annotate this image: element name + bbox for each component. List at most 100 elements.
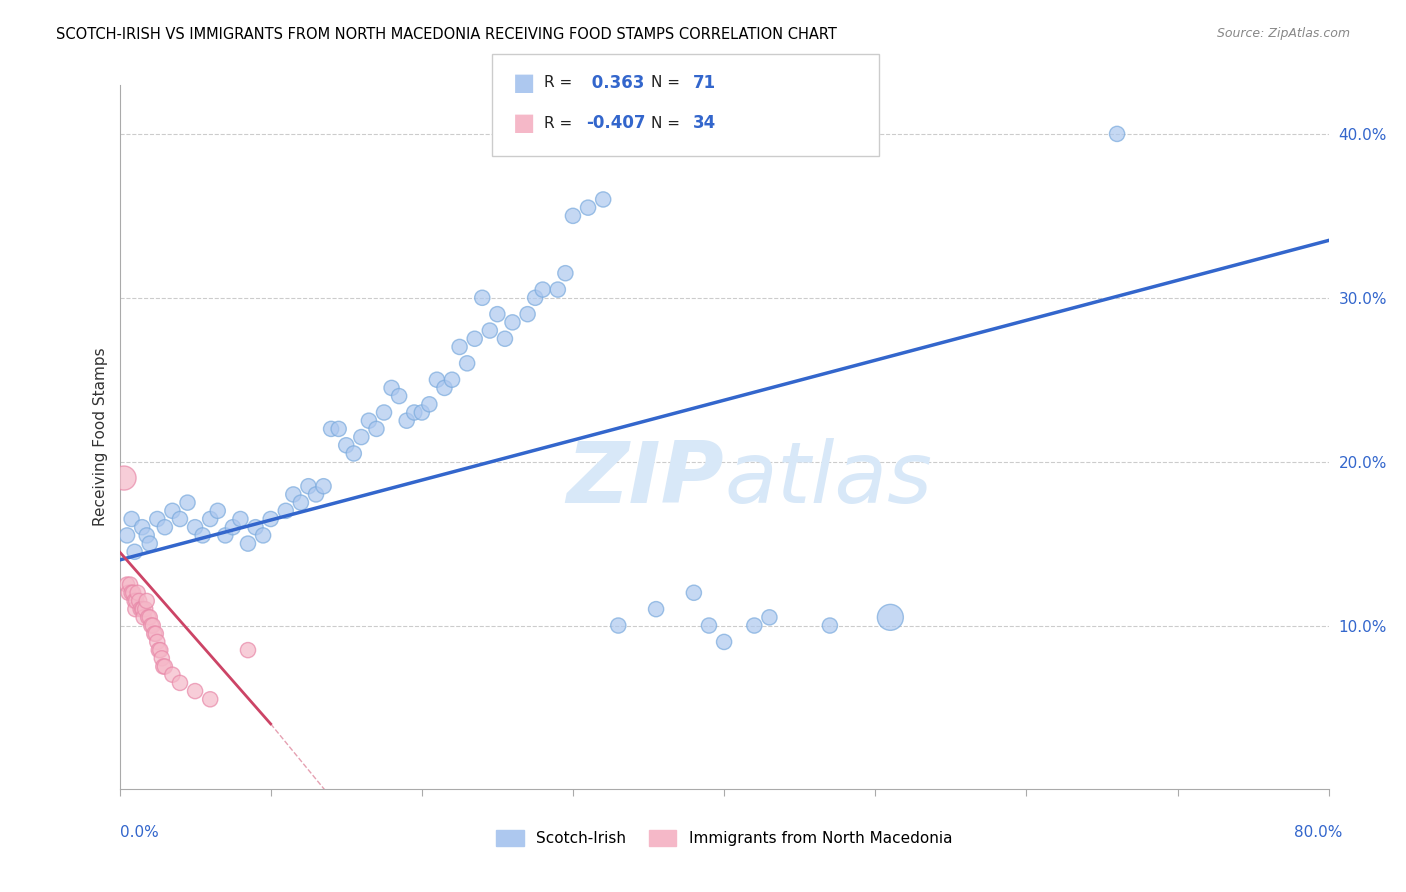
- Point: [143, 626, 166, 640]
- Point: [222, 520, 245, 534]
- Point: [236, 643, 259, 657]
- Point: [335, 438, 357, 452]
- Point: [547, 283, 569, 297]
- Point: [758, 610, 780, 624]
- Point: [697, 618, 720, 632]
- Text: 0.363: 0.363: [586, 74, 645, 92]
- Text: 34: 34: [693, 114, 717, 132]
- Point: [134, 602, 156, 616]
- Point: [494, 332, 516, 346]
- Point: [115, 577, 138, 591]
- Point: [124, 545, 146, 559]
- Point: [433, 381, 456, 395]
- Point: [366, 422, 388, 436]
- Text: atlas: atlas: [724, 438, 932, 521]
- Point: [357, 414, 380, 428]
- Point: [162, 504, 184, 518]
- Point: [127, 586, 149, 600]
- Point: [305, 487, 328, 501]
- Point: [135, 594, 157, 608]
- Point: [145, 626, 167, 640]
- Point: [169, 676, 191, 690]
- Point: [449, 340, 471, 354]
- Point: [516, 307, 538, 321]
- Point: [207, 504, 229, 518]
- Point: [441, 373, 464, 387]
- Point: [645, 602, 668, 616]
- Point: [524, 291, 547, 305]
- Point: [191, 528, 214, 542]
- Point: [879, 610, 901, 624]
- Point: [148, 643, 170, 657]
- Point: [531, 283, 554, 297]
- Point: [562, 209, 585, 223]
- Point: [149, 643, 172, 657]
- Point: [576, 201, 599, 215]
- Text: R =: R =: [544, 76, 578, 90]
- Text: R =: R =: [544, 116, 578, 130]
- Point: [297, 479, 319, 493]
- Point: [713, 635, 735, 649]
- Point: [426, 373, 449, 387]
- Point: [129, 602, 152, 616]
- Point: [184, 520, 207, 534]
- Point: [131, 520, 153, 534]
- Point: [236, 536, 259, 550]
- Point: [128, 594, 150, 608]
- Point: [200, 692, 222, 706]
- Point: [169, 512, 191, 526]
- Text: N =: N =: [651, 76, 685, 90]
- Text: N =: N =: [651, 116, 685, 130]
- Point: [150, 651, 173, 665]
- Point: [184, 684, 207, 698]
- Point: [112, 471, 135, 485]
- Point: [592, 193, 614, 207]
- Point: [742, 618, 765, 632]
- Point: [120, 577, 142, 591]
- Point: [131, 602, 153, 616]
- Point: [117, 586, 139, 600]
- Point: [141, 618, 163, 632]
- Point: [380, 381, 402, 395]
- Point: [153, 520, 176, 534]
- Point: [138, 536, 162, 550]
- Point: [395, 414, 418, 428]
- Point: [471, 291, 494, 305]
- Point: [252, 528, 274, 542]
- Y-axis label: Receiving Food Stamps: Receiving Food Stamps: [93, 348, 108, 526]
- Text: 80.0%: 80.0%: [1295, 825, 1343, 840]
- Point: [411, 405, 433, 419]
- Point: [115, 528, 138, 542]
- Point: [404, 405, 426, 419]
- Point: [136, 610, 159, 624]
- Point: [456, 356, 478, 370]
- Point: [153, 659, 176, 673]
- Point: [132, 602, 155, 616]
- Point: [418, 397, 440, 411]
- Point: [818, 618, 841, 632]
- Point: [146, 635, 169, 649]
- Point: [124, 602, 146, 616]
- Point: [214, 528, 236, 542]
- Point: [321, 422, 343, 436]
- Point: [328, 422, 350, 436]
- Point: [683, 586, 704, 600]
- Text: -0.407: -0.407: [586, 114, 645, 132]
- Point: [554, 266, 576, 280]
- Point: [132, 610, 155, 624]
- Text: ■: ■: [513, 71, 536, 95]
- Point: [1107, 127, 1129, 141]
- Point: [245, 520, 267, 534]
- Point: [125, 594, 148, 608]
- Legend: Scotch-Irish, Immigrants from North Macedonia: Scotch-Irish, Immigrants from North Mace…: [491, 824, 957, 852]
- Point: [200, 512, 222, 526]
- Point: [176, 495, 198, 509]
- Point: [152, 659, 174, 673]
- Point: [478, 324, 501, 338]
- Point: [486, 307, 509, 321]
- Point: [121, 512, 143, 526]
- Point: [290, 495, 312, 509]
- Point: [121, 586, 143, 600]
- Point: [122, 586, 145, 600]
- Point: [138, 610, 162, 624]
